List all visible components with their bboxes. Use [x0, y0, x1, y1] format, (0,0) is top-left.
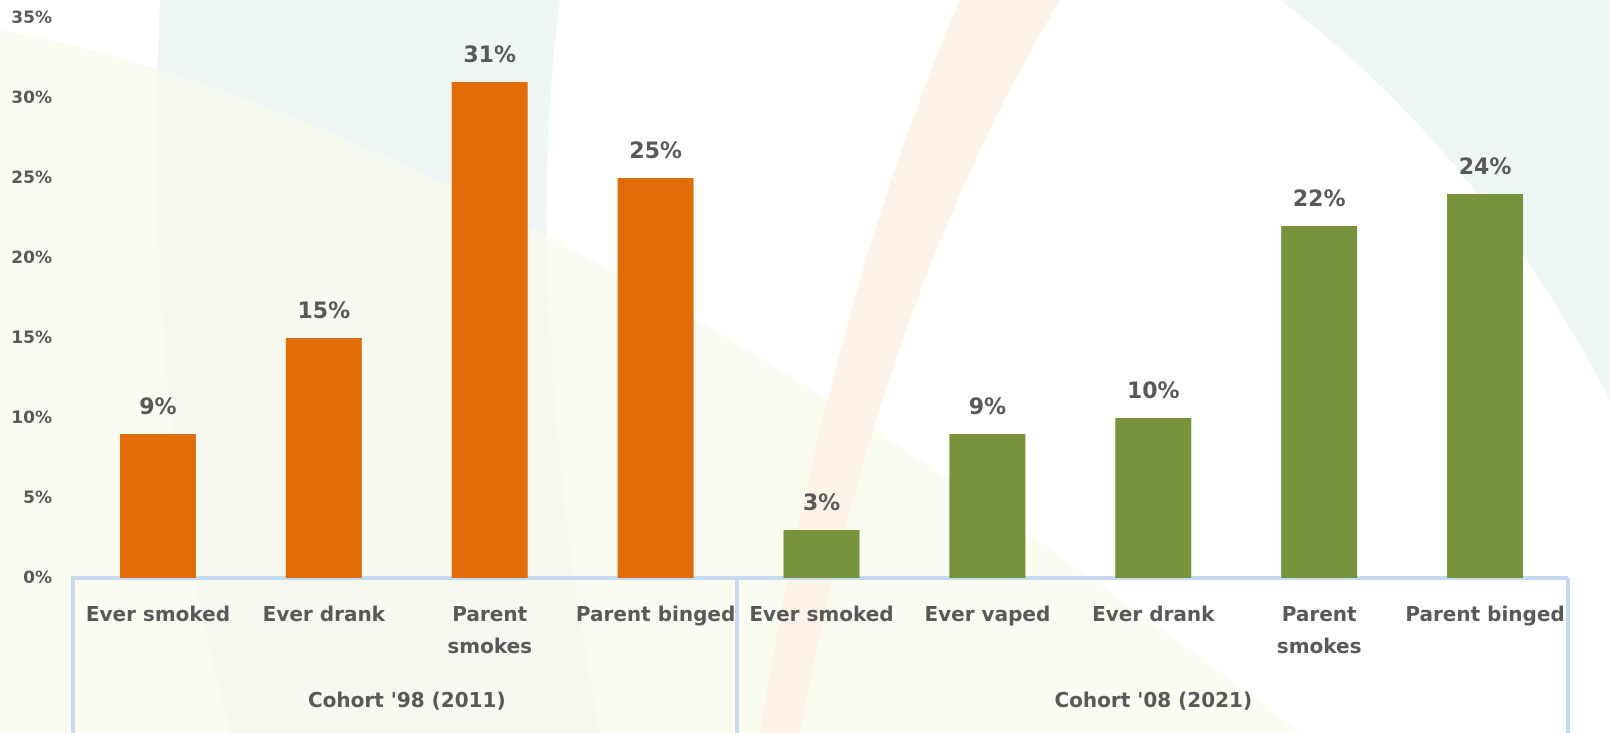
y-tick-label: 10% — [11, 408, 52, 428]
y-tick-label: 30% — [11, 88, 52, 108]
value-label: 24% — [1459, 155, 1512, 180]
bar — [285, 338, 362, 578]
group-label: Cohort '08 (2021) — [1054, 688, 1253, 712]
value-label: 3% — [803, 491, 840, 516]
group-label: Cohort '98 (2011) — [307, 688, 506, 712]
value-label: 9% — [139, 395, 176, 420]
x-tick-label: Ever smoked — [85, 602, 231, 626]
y-tick-label: 20% — [11, 248, 52, 268]
bar — [617, 178, 694, 578]
y-tick-label: 15% — [11, 328, 52, 348]
bar — [451, 82, 528, 578]
x-tick-label: Parent smokes — [447, 602, 533, 658]
value-label: 9% — [969, 395, 1006, 420]
y-tick-label: 0% — [23, 568, 52, 588]
x-tick-label: Ever drank — [1092, 602, 1215, 626]
value-label: 15% — [297, 299, 350, 324]
y-tick-label: 35% — [11, 8, 52, 28]
y-tick-label: 25% — [11, 168, 52, 188]
x-tick-label: Ever vaped — [924, 602, 1051, 626]
bar — [1115, 418, 1192, 578]
y-tick-label: 5% — [23, 488, 52, 508]
value-label: 22% — [1293, 187, 1346, 212]
x-tick-label: Ever drank — [262, 602, 385, 626]
x-tick-label: Parent smokes — [1276, 602, 1362, 658]
bar — [1281, 226, 1358, 578]
bar — [949, 434, 1026, 578]
value-label: 10% — [1127, 379, 1180, 404]
category-frame — [71, 576, 1570, 733]
bar — [783, 530, 860, 578]
x-tick-label: Parent binged — [575, 602, 736, 626]
value-label: 31% — [463, 43, 516, 68]
bar — [119, 434, 196, 578]
x-tick-label: Ever smoked — [749, 602, 894, 626]
bar — [1447, 194, 1524, 578]
value-label: 25% — [629, 139, 682, 164]
x-tick-label: Parent binged — [1405, 602, 1565, 626]
